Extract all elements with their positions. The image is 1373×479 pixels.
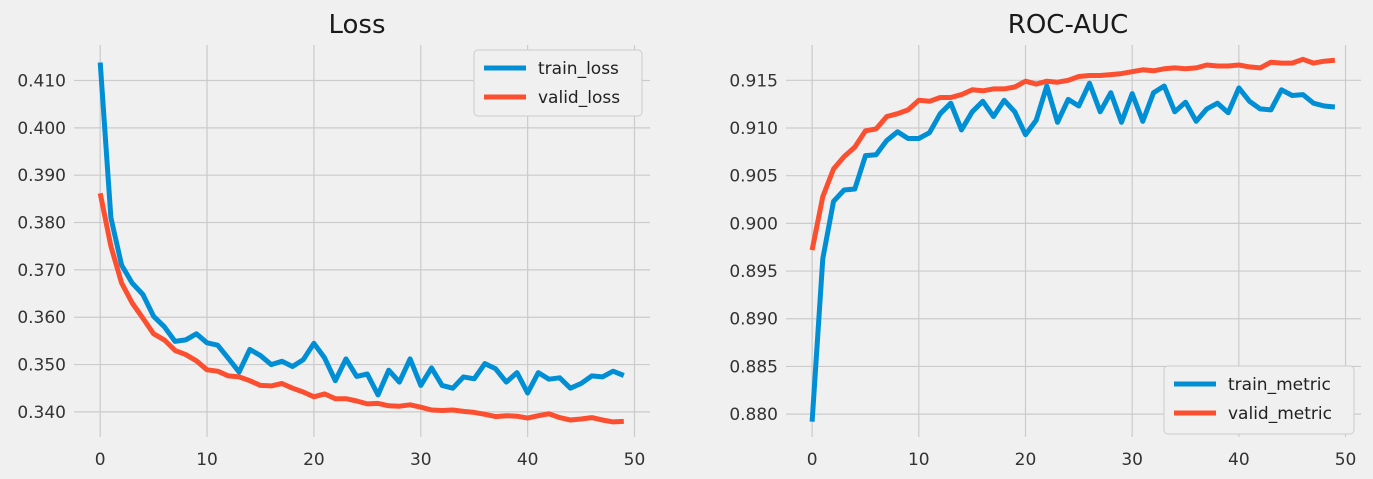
x-tick-label: 20 [303, 450, 325, 470]
legend-label-valid-loss: valid_loss [538, 88, 620, 108]
y-tick-label: 0.905 [729, 167, 778, 187]
tick-labels: 0 10 20 30 40 50 0.880 0.885 0.890 0.895 0.900 0.90… [729, 71, 1356, 470]
legend-label-train-loss: train_loss [538, 59, 619, 79]
legend: train_metric valid_metric [1163, 365, 1355, 435]
x-tick-label: 10 [196, 450, 218, 470]
y-tick-label: 0.895 [729, 262, 778, 282]
y-tick-label: 0.900 [729, 214, 778, 234]
series-lines [809, 56, 1336, 422]
x-tick-label: 40 [517, 450, 539, 470]
y-tick-label: 0.890 [729, 310, 778, 330]
y-tick-label: 0.880 [729, 405, 778, 425]
y-tick-label: 0.340 [17, 403, 66, 423]
series-lines [97, 62, 625, 425]
loss-chart: Loss 0 10 20 30 40 50 0.340 0.350 0.360 0.370 0.38… [17, 10, 650, 470]
x-tick-label: 30 [1121, 450, 1143, 470]
series-line-valid-loss [97, 192, 624, 425]
tick-labels: 0 10 20 30 40 50 0.340 0.350 0.360 0.370 0.380 0.39… [17, 72, 645, 470]
x-tick-label: 20 [1015, 450, 1037, 470]
x-tick-label: 50 [1335, 450, 1357, 470]
y-tick-label: 0.400 [17, 119, 66, 139]
legend-label-train-metric: train_metric [1228, 375, 1331, 395]
roc-auc-chart: ROC-AUC 0 10 20 30 40 500.8800.8850.8900.8950… [729, 10, 1361, 470]
y-tick-label: 0.910 [729, 119, 778, 139]
x-tick-label: 0 [807, 450, 818, 470]
legend: train_loss valid_loss [473, 49, 643, 117]
y-tick-label: 0.410 [17, 72, 66, 92]
x-tick-label: 50 [624, 450, 646, 470]
y-tick-label: 0.915 [729, 71, 778, 91]
series-line-train-metric [809, 80, 1336, 422]
legend-label-valid-metric: valid_metric [1228, 404, 1332, 424]
x-tick-label: 10 [908, 450, 930, 470]
y-tick-label: 0.370 [17, 261, 66, 281]
x-tick-label: 30 [410, 450, 432, 470]
chart-title: ROC-AUC [1008, 10, 1128, 40]
x-tick-label: 40 [1228, 450, 1250, 470]
y-tick-label: 0.885 [729, 357, 778, 377]
y-tick-label: 0.380 [17, 214, 66, 234]
y-tick-label: 0.390 [17, 166, 66, 186]
series-line-train-loss [97, 62, 625, 398]
series-line-valid-metric [809, 56, 1336, 251]
chart-title: Loss [328, 10, 385, 40]
x-tick-label: 0 [95, 450, 106, 470]
y-tick-label: 0.360 [17, 308, 66, 328]
y-tick-label: 0.350 [17, 356, 66, 376]
